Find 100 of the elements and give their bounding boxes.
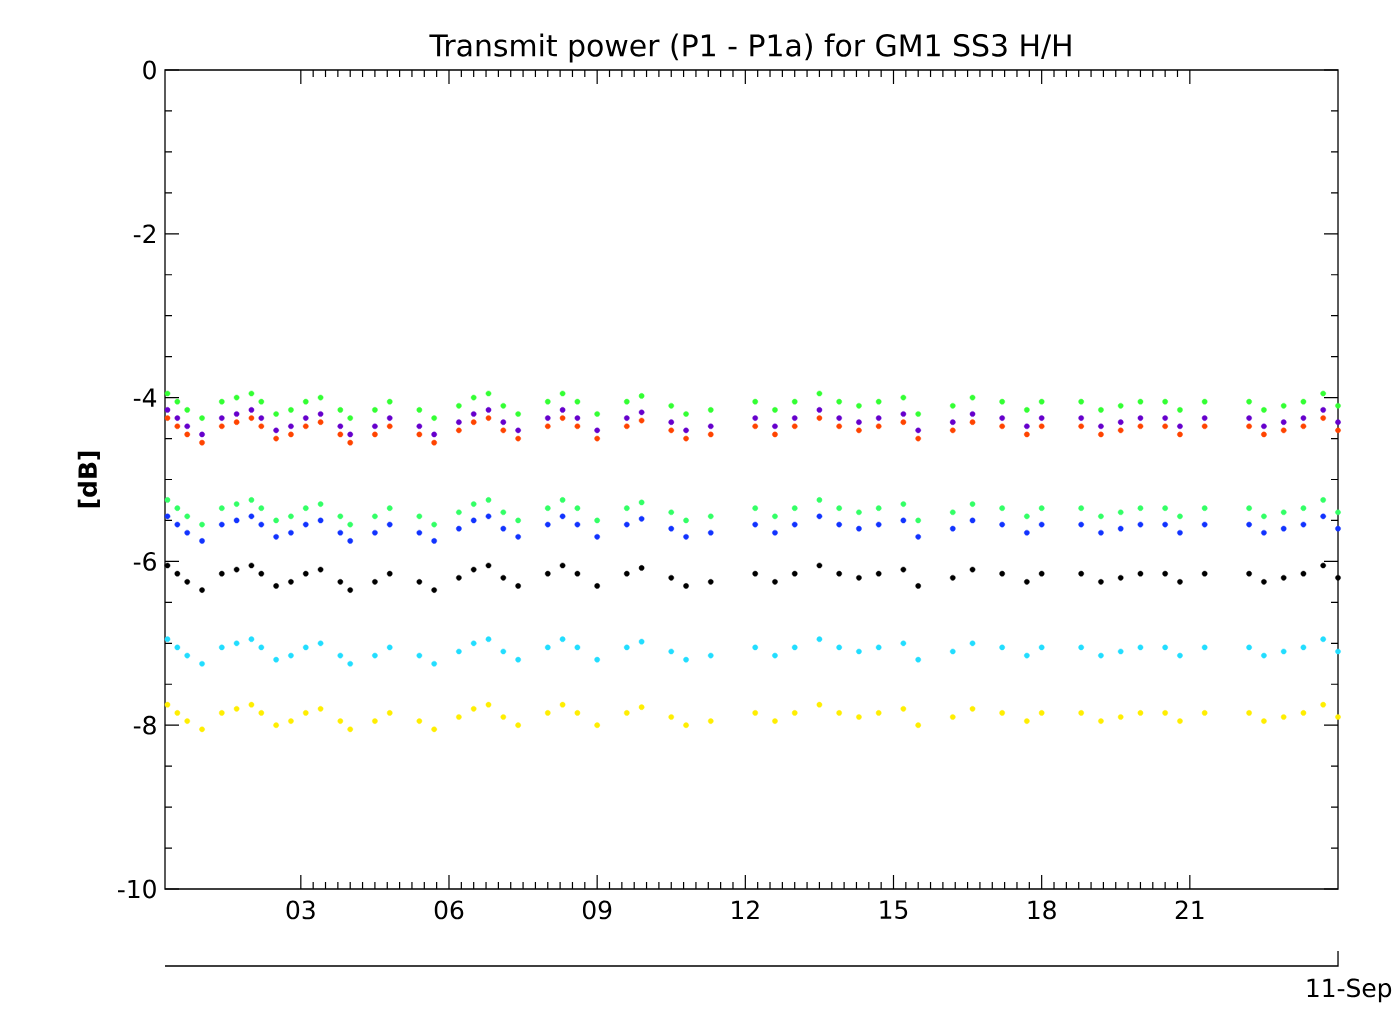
point bbox=[174, 644, 181, 651]
point bbox=[1201, 415, 1208, 421]
point bbox=[164, 513, 171, 520]
y-tick-label: -8 bbox=[133, 715, 156, 735]
point bbox=[668, 419, 675, 425]
point bbox=[915, 583, 921, 589]
point bbox=[559, 497, 566, 503]
point bbox=[638, 393, 645, 399]
point bbox=[1335, 419, 1341, 425]
point bbox=[470, 411, 477, 417]
point bbox=[900, 517, 907, 524]
point bbox=[416, 718, 423, 724]
point bbox=[1098, 407, 1104, 413]
point bbox=[1335, 648, 1341, 655]
point bbox=[233, 517, 240, 524]
point bbox=[1177, 652, 1183, 659]
point bbox=[772, 718, 778, 724]
point bbox=[233, 419, 240, 425]
point bbox=[624, 415, 630, 421]
point bbox=[416, 407, 423, 413]
point bbox=[949, 574, 956, 581]
point bbox=[949, 427, 956, 434]
point bbox=[1261, 652, 1267, 659]
point bbox=[1261, 529, 1267, 536]
point bbox=[337, 652, 344, 659]
point bbox=[1038, 415, 1045, 421]
point bbox=[999, 398, 1005, 405]
point bbox=[485, 407, 492, 413]
point bbox=[219, 710, 225, 716]
point bbox=[900, 501, 907, 507]
point bbox=[638, 409, 645, 416]
point bbox=[248, 513, 255, 520]
point bbox=[431, 726, 437, 733]
point bbox=[219, 415, 225, 421]
point bbox=[184, 423, 191, 430]
point bbox=[1162, 521, 1168, 528]
point bbox=[668, 402, 675, 409]
point bbox=[915, 411, 921, 417]
point bbox=[1201, 521, 1208, 528]
point bbox=[1300, 644, 1307, 651]
x-tick-label: 15 bbox=[880, 900, 908, 920]
point bbox=[836, 423, 842, 430]
point bbox=[372, 579, 378, 585]
point bbox=[1246, 570, 1252, 577]
point bbox=[273, 427, 279, 434]
point bbox=[347, 587, 354, 593]
point bbox=[302, 423, 309, 430]
point bbox=[1261, 718, 1267, 724]
point bbox=[372, 513, 378, 520]
point bbox=[915, 534, 921, 540]
point bbox=[624, 710, 630, 716]
point bbox=[1024, 431, 1030, 438]
point bbox=[1320, 636, 1326, 642]
point bbox=[1300, 398, 1307, 405]
point bbox=[233, 566, 240, 573]
point bbox=[372, 423, 378, 430]
point bbox=[1137, 423, 1144, 430]
point bbox=[500, 419, 507, 425]
point bbox=[1300, 570, 1307, 577]
point bbox=[836, 398, 842, 405]
point bbox=[248, 390, 255, 397]
point bbox=[515, 411, 521, 417]
point bbox=[485, 636, 492, 642]
point bbox=[1078, 521, 1084, 528]
point bbox=[594, 411, 600, 417]
point bbox=[317, 419, 324, 425]
point bbox=[594, 427, 600, 434]
point bbox=[1024, 579, 1030, 585]
point bbox=[752, 521, 759, 528]
point bbox=[816, 415, 823, 421]
point bbox=[1162, 570, 1168, 577]
point bbox=[574, 521, 581, 528]
point bbox=[515, 427, 521, 434]
point bbox=[683, 534, 689, 540]
point bbox=[485, 562, 492, 569]
point bbox=[1300, 423, 1307, 430]
y-tick-label: -6 bbox=[133, 551, 156, 571]
point bbox=[772, 529, 778, 536]
point bbox=[683, 722, 689, 728]
point bbox=[949, 402, 956, 409]
point bbox=[233, 411, 240, 417]
point bbox=[594, 435, 600, 442]
point bbox=[416, 513, 423, 520]
point bbox=[456, 714, 462, 720]
point bbox=[638, 565, 645, 571]
point bbox=[431, 439, 437, 446]
point bbox=[1201, 644, 1208, 651]
point bbox=[856, 427, 862, 434]
point bbox=[219, 570, 225, 577]
point bbox=[999, 710, 1005, 716]
point bbox=[1246, 644, 1252, 651]
point bbox=[683, 517, 689, 524]
point bbox=[624, 505, 630, 511]
point bbox=[372, 718, 378, 724]
point bbox=[900, 706, 907, 712]
point bbox=[317, 411, 324, 417]
point bbox=[772, 652, 778, 659]
point bbox=[1117, 648, 1124, 655]
point bbox=[1261, 431, 1267, 438]
point bbox=[515, 534, 521, 540]
